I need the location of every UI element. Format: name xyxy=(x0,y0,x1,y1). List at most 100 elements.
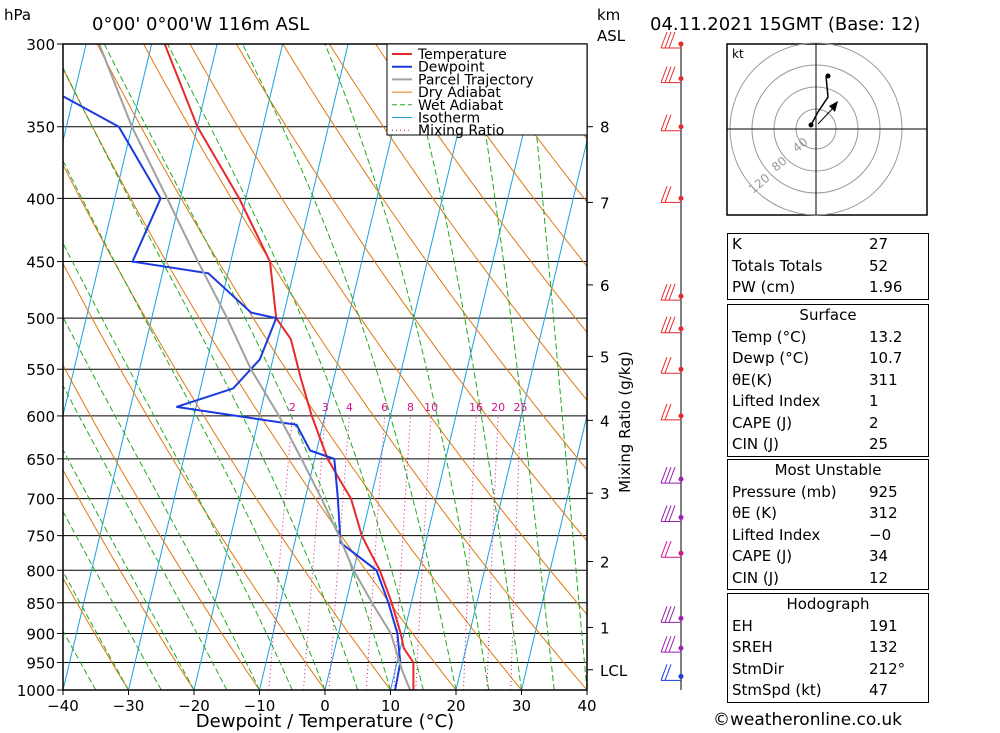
wind-level-dot xyxy=(678,366,684,372)
row-label: θE (K) xyxy=(732,504,777,522)
hpa-unit-label: hPa xyxy=(4,6,31,24)
row-value: 47 xyxy=(869,681,889,699)
mixing-ratio-label: 2 xyxy=(289,401,296,414)
row-value: 27 xyxy=(869,235,889,253)
dry-adiabat-line xyxy=(375,44,587,334)
y-tick-label: 600 xyxy=(26,408,55,426)
wind-barb xyxy=(664,466,672,484)
isotherm-line xyxy=(63,44,153,418)
wind-barb xyxy=(660,635,668,653)
wind-barb xyxy=(668,31,676,49)
x-tick-label: −30 xyxy=(113,697,145,715)
x-tick-label: −20 xyxy=(178,697,210,715)
row-label: Dewp (°C) xyxy=(732,349,810,367)
wet-adiabat-line xyxy=(63,242,293,690)
wind-barb xyxy=(668,635,676,653)
wet-adiabat-line xyxy=(63,510,162,690)
mixing-ratio-label: 16 xyxy=(469,401,483,414)
wind-barb xyxy=(660,284,668,301)
row-label: Lifted Index xyxy=(732,392,821,410)
hodograph-unit: kt xyxy=(732,47,744,61)
x-tick-label: 0 xyxy=(320,697,330,715)
wind-barb xyxy=(664,31,672,49)
hodograph-params-title: Hodograph xyxy=(786,595,870,613)
most-unstable-table: Most Unstable Pressure (mb) 925 θE (K) 312 L… xyxy=(727,459,929,590)
wind-level-dot xyxy=(678,195,684,201)
wind-barb xyxy=(664,541,672,558)
wind-barb xyxy=(664,114,672,131)
table-row: θE(K) 311 xyxy=(728,370,928,392)
y-tick-label: 1000 xyxy=(17,682,55,700)
hodograph-table: Hodograph EH 191 SREH 132 StmDir 212° StmSpd (… xyxy=(727,593,929,703)
legend-label: Mixing Ratio xyxy=(418,123,504,139)
wind-level-dot xyxy=(678,413,684,419)
wind-barb xyxy=(660,357,668,374)
wind-barb xyxy=(660,316,668,333)
height-tick-label: 3 xyxy=(600,485,610,503)
wind-barb xyxy=(660,466,668,484)
row-label: Lifted Index xyxy=(732,525,821,544)
wind-level-dot xyxy=(678,76,684,82)
wet-adiabat-line xyxy=(470,44,555,690)
row-label: K xyxy=(732,235,742,253)
y-tick-label: 700 xyxy=(26,491,55,509)
isotherm-line xyxy=(128,44,284,690)
legend-box xyxy=(386,43,588,136)
hodograph-trace xyxy=(810,75,829,126)
dry-adiabat-line xyxy=(63,163,391,690)
legend-label: Temperature xyxy=(417,47,507,63)
row-label: SREH xyxy=(732,638,773,656)
isotherm-line xyxy=(324,44,480,690)
asl-unit-label: ASL xyxy=(597,27,626,45)
y-tick-label: 900 xyxy=(26,625,55,643)
row-value: 132 xyxy=(869,638,898,656)
table-row: Lifted Index 1 xyxy=(728,391,928,413)
dry-adiabat-line xyxy=(979,44,1000,690)
dry-adiabat-line xyxy=(328,44,587,401)
row-label: StmSpd (kt) xyxy=(732,681,822,699)
mixing-ratio-axis-title: Mixing Ratio (g/kg) xyxy=(616,351,634,493)
row-value: 1 xyxy=(869,392,879,410)
row-value: 1.96 xyxy=(869,278,903,296)
isotherm-line xyxy=(586,687,587,690)
y-tick-label: 350 xyxy=(26,119,55,137)
hodograph-point xyxy=(825,73,831,79)
mixing-ratio-label: 25 xyxy=(514,401,528,414)
wind-barb xyxy=(668,606,676,623)
wind-barb xyxy=(664,403,672,421)
mixing-ratio-label: 8 xyxy=(407,401,414,414)
row-label: CIN (J) xyxy=(732,568,780,587)
dewpoint-line xyxy=(63,95,402,690)
row-value: 25 xyxy=(869,435,889,453)
row-value: 312 xyxy=(869,504,898,522)
wind-barb xyxy=(664,505,672,522)
y-tick-label: 500 xyxy=(26,310,55,328)
row-value: 2 xyxy=(869,413,879,432)
table-row: CAPE (J) 34 xyxy=(728,546,928,568)
table-row: Pressure (mb) 925 xyxy=(728,482,928,504)
mixing-ratio-label: 4 xyxy=(346,401,353,414)
row-label: StmDir xyxy=(732,659,784,678)
height-tick-label: 1 xyxy=(600,619,610,637)
legend-label: Isotherm xyxy=(418,111,480,127)
storm-motion-arrowhead xyxy=(829,101,838,112)
row-value: 925 xyxy=(869,482,898,501)
y-tick-label: 850 xyxy=(26,595,55,613)
wind-level-dot xyxy=(678,615,684,621)
row-value: 12 xyxy=(869,568,889,587)
wind-level-dot xyxy=(678,326,684,332)
wet-adiabat-line xyxy=(63,570,129,690)
height-tick-label: 5 xyxy=(600,348,610,366)
row-label: Temp (°C) xyxy=(732,327,807,346)
table-row: SREH 132 xyxy=(728,637,928,659)
x-tick-label: −10 xyxy=(244,697,276,715)
table-row: PW (cm) 1.96 xyxy=(728,277,928,299)
row-value: 13.2 xyxy=(869,327,903,346)
dry-adiabat-line xyxy=(63,577,129,690)
table-row: CAPE (J) 2 xyxy=(728,413,928,435)
row-label: CAPE (J) xyxy=(732,547,793,565)
most-unstable-title: Most Unstable xyxy=(774,461,882,479)
wet-adiabat-line xyxy=(63,448,195,690)
mixing-ratio-label: 6 xyxy=(381,401,388,414)
